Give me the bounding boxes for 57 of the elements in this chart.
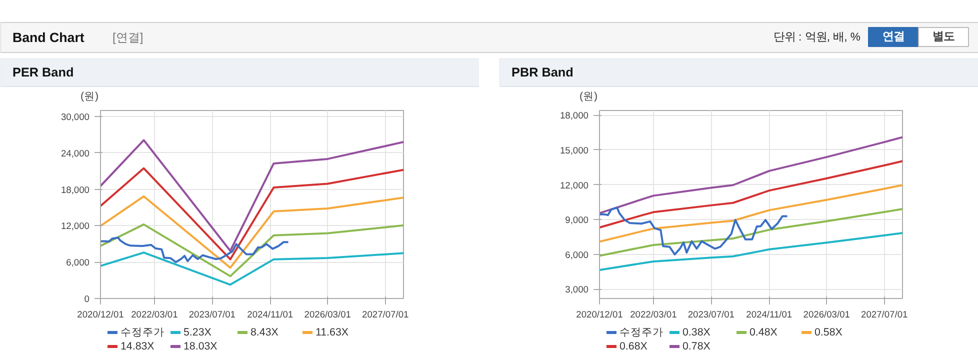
line-series	[100, 167, 404, 260]
text: 단위 : 억원, 배, %	[773, 32, 861, 44]
x-tick-label: 2027/07/01	[362, 310, 409, 320]
legend-label: 0.58X	[814, 326, 842, 338]
legend-label: 5.23X	[184, 326, 212, 338]
y-tick-label: 3,000	[565, 284, 588, 295]
chart-title: PBR Band	[512, 66, 574, 80]
legend-label: 0.38X	[682, 326, 710, 338]
y-tick-label: 30,000	[60, 112, 90, 122]
line-series	[100, 139, 404, 252]
legend-label: 8.43X	[250, 326, 278, 338]
legend-label: 18.03X	[184, 340, 218, 352]
text: 별도	[932, 31, 954, 43]
text: 연결	[882, 31, 904, 43]
y-axis-title: (원)	[580, 90, 598, 102]
line-series	[600, 136, 902, 214]
legend-label: 수정주가	[120, 326, 164, 338]
line-series	[100, 195, 404, 269]
x-tick-label: 2024/11/01	[746, 310, 792, 320]
y-tick-label: 12,000	[60, 221, 90, 232]
x-tick-label: 2020/12/01	[77, 310, 124, 320]
x-tick-label: 2022/03/01	[131, 310, 178, 320]
legend-label: 수정주가	[620, 326, 664, 338]
x-tick-label: 2022/03/01	[630, 310, 677, 320]
y-tick-label: 15,000	[560, 145, 588, 156]
x-tick-label: 2020/12/01	[576, 310, 623, 320]
x-tick-label: 2026/03/01	[304, 310, 351, 320]
line-series	[600, 208, 902, 257]
y-tick-label: 9,000	[565, 215, 588, 226]
y-tick-label: 18,000	[60, 184, 90, 195]
line-series	[600, 206, 788, 256]
line-series	[100, 236, 290, 264]
line-series	[600, 232, 902, 272]
legend-label: 14.83X	[120, 340, 154, 352]
x-tick-label: 2023/07/01	[688, 310, 735, 320]
line-series	[100, 252, 404, 286]
text: Band Chart	[12, 30, 85, 45]
text: [연결]	[112, 30, 144, 44]
legend-label: 0.78X	[682, 340, 710, 352]
y-tick-label: 18,000	[560, 110, 588, 121]
line-series	[600, 160, 902, 228]
x-tick-label: 2023/07/01	[188, 310, 236, 320]
line-series	[600, 184, 902, 243]
x-tick-label: 2024/11/01	[247, 310, 294, 320]
legend-label: 0.68X	[620, 340, 648, 352]
y-tick-label: 6,000	[565, 250, 588, 260]
y-tick-label: 12,000	[560, 180, 588, 190]
y-tick-label: 6,000	[66, 258, 90, 268]
legend-label: 11.63X	[316, 326, 348, 338]
legend-label: 0.48X	[750, 326, 778, 338]
chart-title: PER Band	[12, 66, 74, 80]
y-tick-label: 24,000	[60, 148, 90, 158]
x-tick-label: 2026/03/01	[803, 310, 850, 320]
line-series	[100, 223, 404, 278]
y-tick-label: 0	[84, 294, 90, 304]
x-tick-label: 2027/07/01	[861, 310, 908, 320]
y-axis-title: (원)	[80, 90, 99, 102]
